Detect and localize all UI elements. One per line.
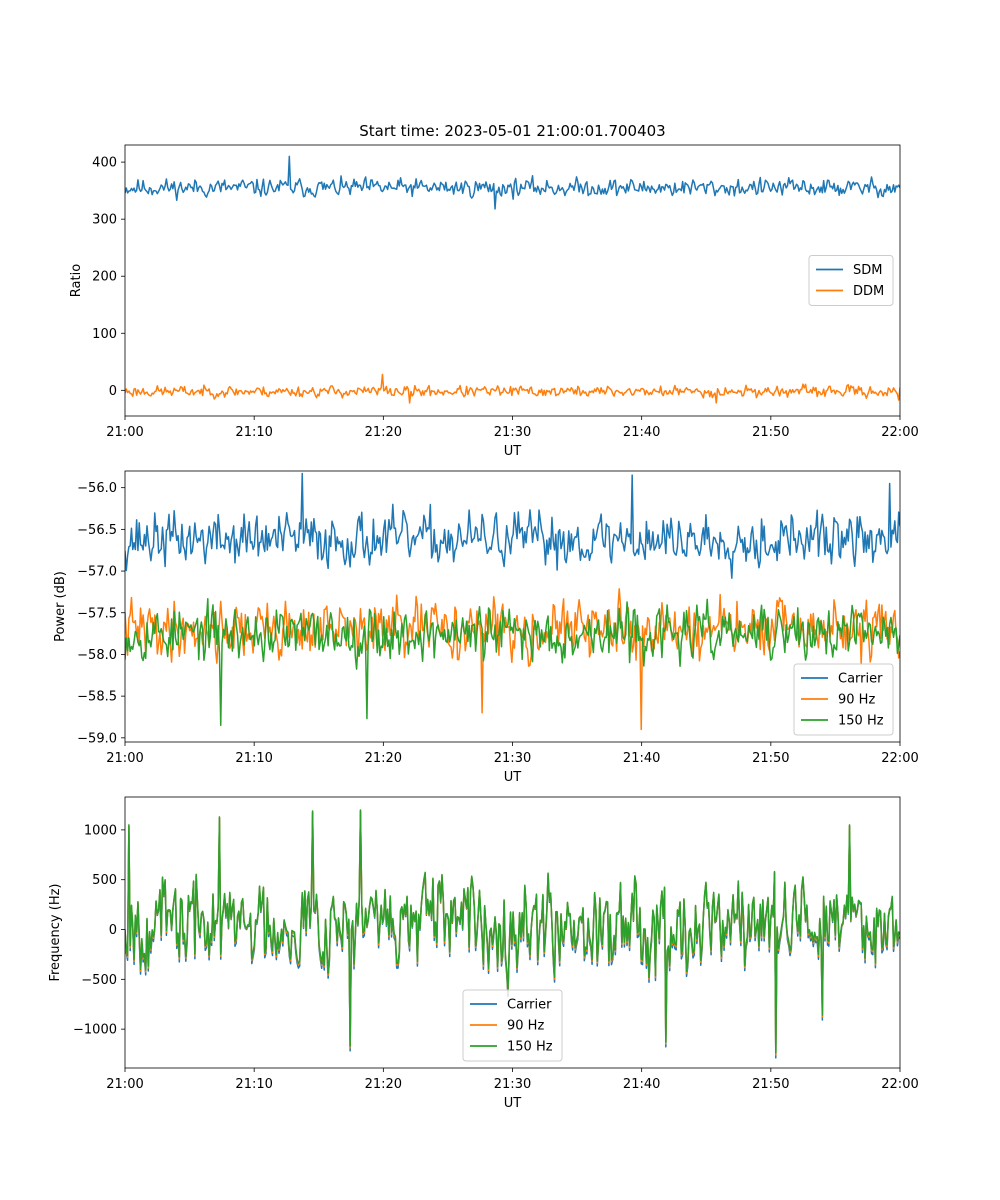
legend-label: 150 Hz bbox=[507, 1040, 553, 1055]
x-tick-label: 21:50 bbox=[752, 751, 789, 766]
y-axis-label: Power (dB) bbox=[53, 571, 68, 642]
legend-label: 90 Hz bbox=[838, 693, 875, 708]
y-tick-label: 500 bbox=[92, 873, 117, 888]
y-tick-label: −56.0 bbox=[77, 481, 117, 496]
x-tick-label: 21:10 bbox=[235, 1077, 272, 1092]
legend-frame bbox=[462, 989, 563, 1062]
y-tick-label: 300 bbox=[92, 213, 117, 228]
y-tick-label: 100 bbox=[92, 327, 117, 342]
legend-label: SDM bbox=[853, 263, 882, 278]
y-tick-label: 200 bbox=[92, 270, 117, 285]
chart-title: Start time: 2023-05-01 21:00:01.700403 bbox=[359, 122, 665, 140]
y-axis-label: Frequency (Hz) bbox=[48, 883, 63, 981]
x-tick-label: 21:00 bbox=[106, 1077, 143, 1092]
x-tick-label: 21:10 bbox=[235, 751, 272, 766]
axes-3: 21:00 21:10 21:20 21:30 21:40 21:50 22:00 −1000… bbox=[48, 796, 919, 1111]
x-tick-label: 21:40 bbox=[623, 425, 660, 440]
y-tick-label: −500 bbox=[81, 973, 117, 988]
y-tick-label: −57.0 bbox=[77, 565, 117, 580]
y-tick-label: −56.5 bbox=[77, 523, 117, 538]
y-tick-label: −58.5 bbox=[77, 690, 117, 705]
x-tick-label: 21:20 bbox=[365, 425, 402, 440]
x-tick-label: 22:00 bbox=[881, 751, 918, 766]
x-tick-label: 21:30 bbox=[494, 751, 531, 766]
x-axis-label: UT bbox=[504, 1096, 522, 1111]
series-line-carrier bbox=[125, 472, 900, 579]
x-tick-label: 21:50 bbox=[752, 1077, 789, 1092]
x-tick-label: 21:00 bbox=[106, 425, 143, 440]
x-tick-label: 21:10 bbox=[235, 425, 272, 440]
plot-area-3 bbox=[125, 809, 900, 1059]
axes-root: 21:00 21:10 21:20 21:30 21:40 21:50 22:00 0 100 2… bbox=[48, 122, 919, 1111]
y-tick-label: 1000 bbox=[84, 823, 117, 838]
legend-frame bbox=[808, 255, 894, 306]
x-tick-label: 21:00 bbox=[106, 751, 143, 766]
legend-label: DDM bbox=[853, 284, 884, 299]
y-tick-label: −59.0 bbox=[77, 731, 117, 746]
y-axis-label: Ratio bbox=[69, 264, 84, 297]
x-tick-label: 22:00 bbox=[881, 1077, 918, 1092]
series-line-sdm bbox=[125, 155, 900, 210]
y-tick-label: −57.5 bbox=[77, 606, 117, 621]
legend-label: Carrier bbox=[507, 998, 552, 1013]
y-tick-label: −58.0 bbox=[77, 648, 117, 663]
y-tick-label: 400 bbox=[92, 156, 117, 171]
legend-label: 90 Hz bbox=[507, 1019, 544, 1034]
series-line-150-hz bbox=[125, 598, 900, 727]
legend-frame bbox=[793, 663, 894, 736]
axes-1: 21:00 21:10 21:20 21:30 21:40 21:50 22:00 0 100 2… bbox=[69, 122, 919, 459]
x-tick-label: 21:40 bbox=[623, 751, 660, 766]
plot-area-2 bbox=[125, 472, 900, 731]
series-line-ddm bbox=[125, 373, 900, 404]
y-tick-label: −1000 bbox=[73, 1023, 117, 1038]
x-tick-label: 21:20 bbox=[365, 1077, 402, 1092]
x-axis-label: UT bbox=[504, 770, 522, 785]
y-tick-label: 0 bbox=[109, 384, 117, 399]
y-tick-label: 0 bbox=[109, 923, 117, 938]
legend-label: 150 Hz bbox=[838, 714, 884, 729]
x-tick-label: 21:30 bbox=[494, 425, 531, 440]
legend: Carrier 90 Hz 150 Hz bbox=[462, 989, 563, 1062]
x-tick-label: 22:00 bbox=[881, 425, 918, 440]
x-axis-label: UT bbox=[504, 444, 522, 459]
x-tick-label: 21:50 bbox=[752, 425, 789, 440]
plot-area-1 bbox=[125, 155, 900, 404]
x-tick-label: 21:20 bbox=[365, 751, 402, 766]
legend-label: Carrier bbox=[838, 672, 883, 687]
x-tick-label: 21:30 bbox=[494, 1077, 531, 1092]
legend: SDM DDM bbox=[808, 255, 894, 306]
legend: Carrier 90 Hz 150 Hz bbox=[793, 663, 894, 736]
series-line-150-hz bbox=[125, 809, 900, 1054]
x-tick-label: 21:40 bbox=[623, 1077, 660, 1092]
axes-2: 21:00 21:10 21:20 21:30 21:40 21:50 22:00 −59.0… bbox=[53, 470, 919, 785]
